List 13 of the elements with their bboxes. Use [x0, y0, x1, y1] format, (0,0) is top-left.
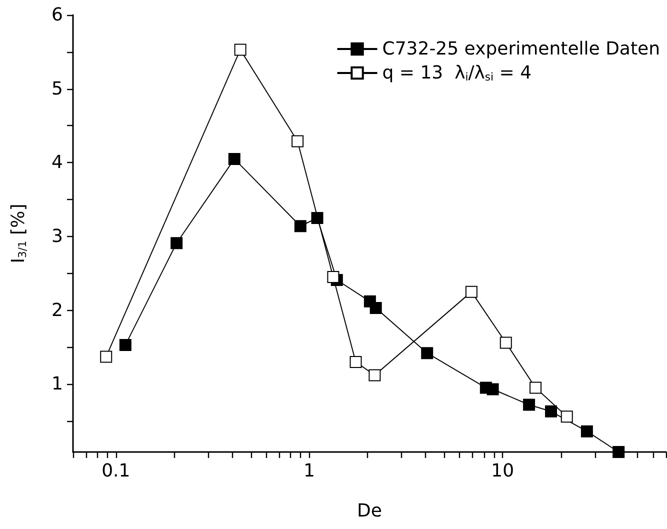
x-tick-label: 1	[304, 460, 315, 482]
x-tick-label: 0.1	[102, 460, 130, 482]
y-axis-title: I3/1 [%]	[8, 204, 29, 264]
y-tick-label: 5	[52, 78, 63, 100]
legend-label: C732-25 experimentelle Daten	[382, 38, 660, 60]
x-tick-label: 10	[491, 460, 514, 482]
y-tick-label: 1	[52, 374, 63, 395]
y-tick-label: 2	[52, 300, 63, 321]
y-tick-label: 3	[52, 226, 63, 247]
legend-label: q = 13 λi/λsi = 4	[382, 62, 532, 84]
y-tick-label: 6	[52, 4, 63, 26]
x-axis-title: De	[357, 500, 382, 522]
y-tick-label: 4	[52, 152, 63, 174]
